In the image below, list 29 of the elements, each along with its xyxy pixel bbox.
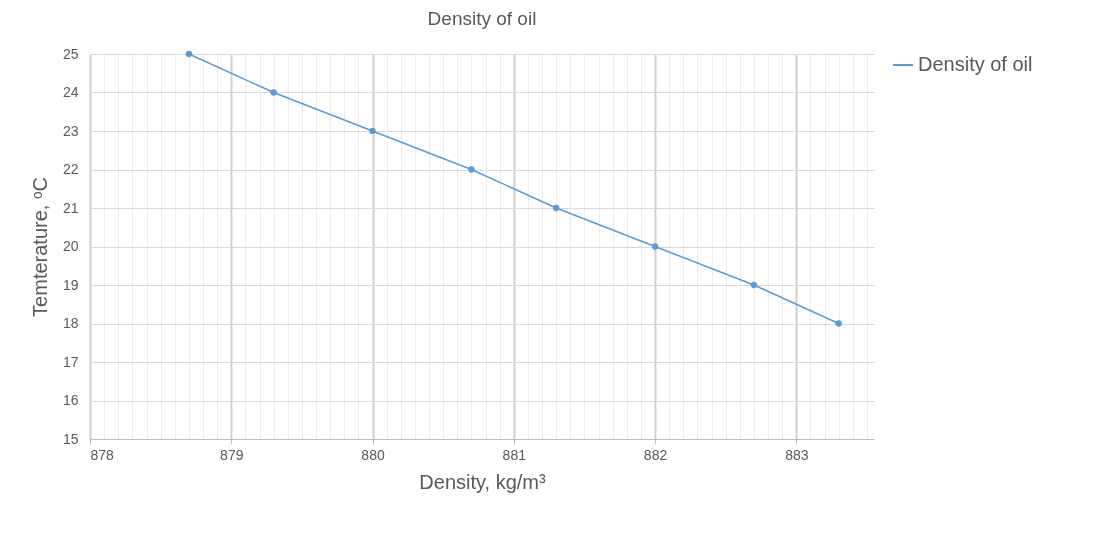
y-tick-label: 23 xyxy=(62,122,79,139)
y-tick-label: 15 xyxy=(62,430,79,447)
point xyxy=(750,281,758,289)
point xyxy=(468,166,475,173)
y-tick-label: 21 xyxy=(62,199,79,216)
x-tick-label: 879 xyxy=(220,446,244,463)
y-tick-label: 25 xyxy=(62,45,79,62)
legend-label: Density of oil xyxy=(918,53,1033,75)
y-tick-label: 18 xyxy=(62,315,79,331)
x-axis-title: Density, kg/m³ xyxy=(419,470,546,493)
chart-title: Density of oil xyxy=(427,8,537,29)
point xyxy=(651,243,659,250)
y-tick-label: 20 xyxy=(62,238,79,254)
y-tick-label: 22 xyxy=(62,161,79,177)
point xyxy=(553,204,560,212)
point xyxy=(185,50,193,58)
y-axis-title: Temterature, ᵒC xyxy=(28,177,51,317)
point xyxy=(270,89,277,96)
point xyxy=(369,127,376,135)
y-tick-label: 24 xyxy=(62,84,79,100)
x-tick-label: 878 xyxy=(90,446,115,463)
y-tick-label: 17 xyxy=(62,353,79,370)
x-tick-label: 881 xyxy=(502,446,527,463)
point xyxy=(835,320,842,327)
y-tick-label: 16 xyxy=(62,392,79,408)
y-tick-label: 19 xyxy=(62,276,79,293)
x-tick-label: 880 xyxy=(361,446,385,463)
x-tick-label: 883 xyxy=(785,446,809,463)
x-tick-label: 882 xyxy=(643,446,668,463)
